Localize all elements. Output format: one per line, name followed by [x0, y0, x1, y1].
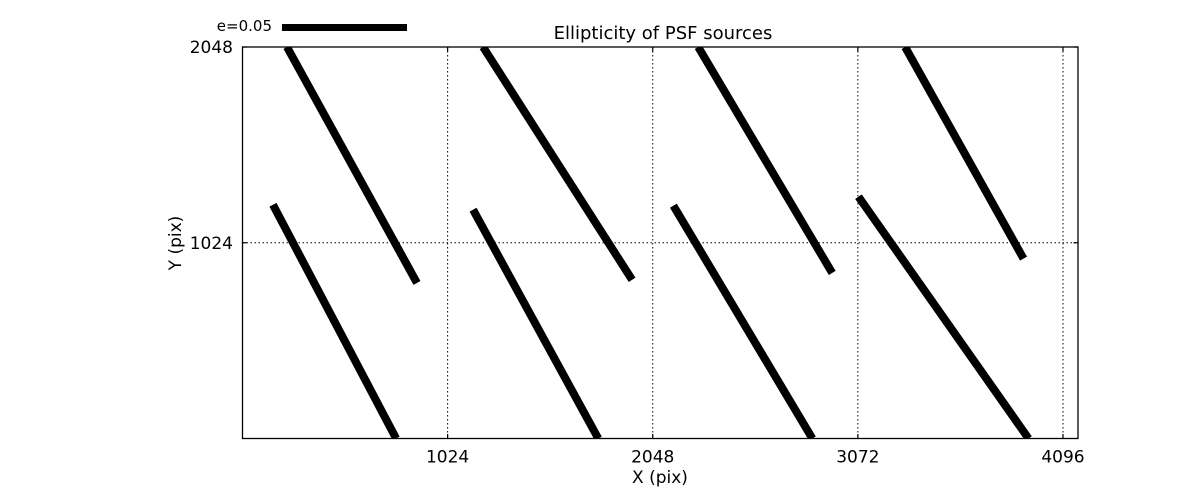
axes-border: [241, 46, 1079, 440]
ellipticity-whisker-4: [901, 47, 1028, 261]
x-axis-label: X (pix): [632, 468, 688, 488]
ellipticity-whisker-7: [669, 203, 816, 439]
y-tick-labels: 1024 2048: [190, 38, 233, 254]
legend: e=0.05: [217, 17, 407, 35]
ellipticity-whisker-6: [469, 207, 602, 439]
y-tick-label-1024: 1024: [190, 234, 233, 254]
chart-title: Ellipticity of PSF sources: [554, 23, 773, 44]
y-axis-label: Y (pix): [166, 216, 186, 272]
x-tick-label-2048: 2048: [631, 448, 674, 468]
ellipticity-whisker-5: [269, 202, 400, 439]
ellipticity-whisker-3: [694, 47, 836, 275]
legend-label: e=0.05: [217, 17, 272, 35]
x-tick-label-1024: 1024: [426, 448, 469, 468]
ellipticity-whisker-1: [283, 47, 421, 285]
x-tick-label-4096: 4096: [1041, 448, 1084, 468]
whisker-layer: [269, 47, 1032, 439]
x-tick-label-3072: 3072: [836, 448, 879, 468]
y-tick-label-2048: 2048: [190, 38, 233, 58]
x-tick-labels: 1024 2048 3072 4096: [426, 448, 1085, 468]
ellipticity-whisker-8: [855, 194, 1032, 439]
ellipticity-whisker-2: [479, 47, 636, 282]
